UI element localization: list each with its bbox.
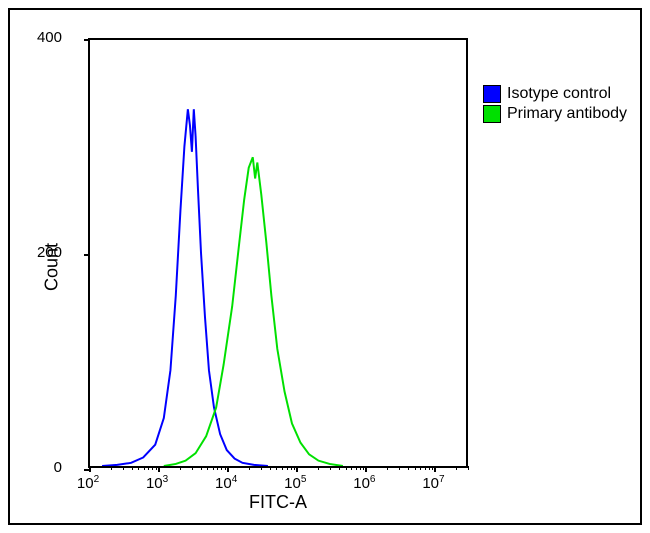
x-tick-minor bbox=[360, 466, 361, 470]
x-tick-label: 106 bbox=[353, 474, 375, 492]
x-tick-minor bbox=[387, 466, 388, 470]
x-tick-label: 102 bbox=[77, 474, 99, 492]
x-tick-minor bbox=[249, 466, 250, 470]
x-tick-minor bbox=[270, 466, 271, 470]
x-tick-minor bbox=[276, 466, 277, 470]
x-tick-minor bbox=[217, 466, 218, 470]
x-tick-minor bbox=[282, 466, 283, 470]
x-tick-minor bbox=[420, 466, 421, 470]
y-tick-label: 400 bbox=[37, 29, 62, 46]
x-tick-minor bbox=[408, 466, 409, 470]
x-tick-minor bbox=[330, 466, 331, 470]
legend-label-1: Primary antibody bbox=[507, 105, 627, 123]
x-tick-minor bbox=[180, 466, 181, 470]
chart-frame: Count FITC-A 0200400 102103104105106107 … bbox=[8, 8, 642, 525]
x-axis-label: FITC-A bbox=[88, 492, 468, 513]
x-tick-minor bbox=[201, 466, 202, 470]
legend-item: Primary antibody bbox=[483, 105, 627, 123]
x-tick bbox=[89, 466, 91, 472]
x-tick-minor bbox=[339, 466, 340, 470]
legend-swatch-0 bbox=[483, 85, 501, 103]
x-tick-minor bbox=[415, 466, 416, 470]
x-tick-minor bbox=[346, 466, 347, 470]
x-tick-minor bbox=[138, 466, 139, 470]
x-tick-minor bbox=[111, 466, 112, 470]
x-tick-label: 103 bbox=[146, 474, 168, 492]
x-tick-minor bbox=[156, 466, 157, 470]
x-tick-minor bbox=[152, 466, 153, 470]
x-tick-minor bbox=[432, 466, 433, 470]
x-tick-minor bbox=[287, 466, 288, 470]
y-tick bbox=[84, 254, 90, 256]
x-tick-label: 105 bbox=[284, 474, 306, 492]
x-tick bbox=[158, 466, 160, 472]
plot-area bbox=[88, 38, 468, 468]
x-tick-minor bbox=[148, 466, 149, 470]
x-tick-minor bbox=[192, 466, 193, 470]
x-tick-minor bbox=[213, 466, 214, 470]
series-line bbox=[102, 109, 268, 466]
legend-item: Isotype control bbox=[483, 85, 627, 103]
x-tick-minor bbox=[291, 466, 292, 470]
x-tick-minor bbox=[425, 466, 426, 470]
x-tick-minor bbox=[356, 466, 357, 470]
x-tick-minor bbox=[221, 466, 222, 470]
series-line bbox=[164, 157, 343, 466]
plot-svg bbox=[90, 40, 466, 466]
x-tick-minor bbox=[261, 466, 262, 470]
x-tick-minor bbox=[123, 466, 124, 470]
x-tick bbox=[227, 466, 229, 472]
x-tick-minor bbox=[132, 466, 133, 470]
x-tick-minor bbox=[456, 466, 457, 470]
legend-label-0: Isotype control bbox=[507, 85, 611, 103]
x-tick bbox=[296, 466, 298, 472]
x-tick-minor bbox=[318, 466, 319, 470]
y-tick-label: 0 bbox=[54, 459, 62, 476]
x-tick-label: 107 bbox=[422, 474, 444, 492]
x-tick-minor bbox=[144, 466, 145, 470]
y-tick-label: 200 bbox=[37, 244, 62, 261]
x-tick-minor bbox=[351, 466, 352, 470]
x-tick-minor bbox=[294, 466, 295, 470]
x-tick-minor bbox=[429, 466, 430, 470]
y-tick bbox=[84, 39, 90, 41]
legend: Isotype control Primary antibody bbox=[483, 85, 627, 125]
x-tick-minor bbox=[468, 466, 469, 470]
x-tick-minor bbox=[363, 466, 364, 470]
x-tick-minor bbox=[399, 466, 400, 470]
x-tick bbox=[434, 466, 436, 472]
x-tick-minor bbox=[225, 466, 226, 470]
x-tick-label: 104 bbox=[215, 474, 237, 492]
x-tick bbox=[365, 466, 367, 472]
legend-swatch-1 bbox=[483, 105, 501, 123]
x-tick-minor bbox=[207, 466, 208, 470]
